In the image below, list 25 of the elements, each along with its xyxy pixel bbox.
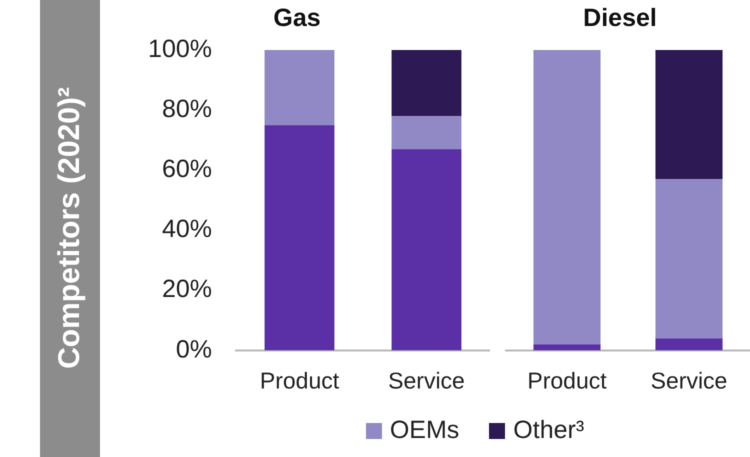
y-tick-label: 0% (176, 335, 212, 364)
y-tick-label: 40% (162, 215, 212, 244)
legend-label: OEMs (390, 416, 460, 445)
x-tick-label: Product (527, 368, 608, 394)
bar (264, 125, 334, 350)
x-tick-label: Service (388, 368, 465, 394)
legend-label: Other³ (513, 416, 584, 445)
bar (655, 179, 723, 338)
x-tick-label: Service (650, 368, 728, 394)
bar (392, 149, 462, 350)
bar (533, 344, 601, 350)
bar (533, 50, 601, 344)
y-tick-label: 60% (162, 155, 212, 184)
y-axis-title: Competitors (2020)² (53, 87, 87, 369)
bar (264, 50, 334, 126)
y-tick-label: 80% (162, 94, 212, 123)
bar (392, 116, 462, 150)
bar (655, 338, 723, 350)
chart-title: Gas (273, 4, 321, 32)
chart-title: Diesel (583, 4, 657, 32)
x-tick-label: Product (260, 368, 340, 394)
bar (655, 50, 723, 180)
y-tick-label: 20% (162, 275, 212, 304)
y-tick-label: 100% (148, 34, 212, 63)
bar (392, 50, 462, 116)
